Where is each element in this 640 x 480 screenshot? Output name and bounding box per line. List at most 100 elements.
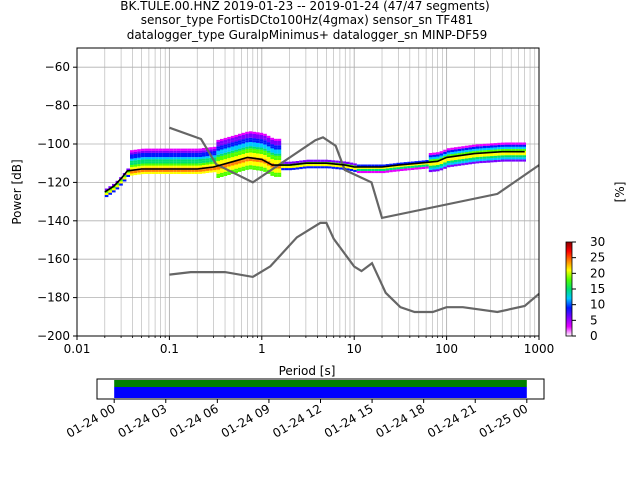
psd-cell bbox=[158, 150, 163, 153]
psd-cell bbox=[436, 152, 440, 155]
psd-cell bbox=[198, 161, 202, 164]
psd-cell bbox=[194, 161, 199, 164]
psd-cell bbox=[508, 148, 512, 151]
psd-cell bbox=[299, 160, 303, 163]
psd-cell bbox=[202, 156, 206, 159]
psd-cell bbox=[324, 164, 328, 167]
psd-cell bbox=[216, 169, 220, 172]
psd-cell bbox=[454, 153, 458, 156]
psd-cell bbox=[493, 143, 498, 146]
psd-cell bbox=[137, 153, 141, 156]
psd-cell bbox=[180, 152, 184, 155]
psd-cell bbox=[184, 169, 188, 172]
psd-cell bbox=[277, 140, 282, 144]
psd-cell bbox=[248, 163, 253, 166]
psd-cell bbox=[230, 146, 235, 149]
psd-cell bbox=[202, 152, 206, 155]
psd-cell bbox=[403, 168, 408, 171]
psd-cell bbox=[180, 148, 184, 151]
psd-cell bbox=[490, 158, 494, 161]
psd-cell bbox=[162, 152, 166, 155]
psd-cell bbox=[205, 168, 210, 171]
psd-cell bbox=[511, 159, 516, 162]
psd-cell bbox=[511, 157, 516, 160]
psd-cell bbox=[155, 159, 159, 162]
psd-cell bbox=[274, 170, 278, 173]
psd-cell bbox=[256, 149, 260, 152]
psd-cell bbox=[461, 146, 465, 149]
psd-cell bbox=[227, 147, 231, 150]
psd-cell bbox=[418, 160, 422, 163]
psd-cell bbox=[205, 162, 210, 165]
psd-cell bbox=[288, 165, 292, 169]
psd-cell bbox=[104, 190, 109, 193]
psd-cell bbox=[220, 153, 224, 156]
psd-cell bbox=[500, 155, 505, 158]
psd-cell bbox=[151, 148, 156, 151]
psd-cell bbox=[194, 152, 199, 155]
psd-cell bbox=[241, 132, 246, 135]
psd-cell bbox=[166, 152, 170, 155]
psd-cell bbox=[497, 149, 501, 152]
psd-cell bbox=[205, 160, 210, 163]
psd-cell bbox=[360, 168, 364, 171]
psd-cell bbox=[252, 167, 256, 170]
colorbar-tick-label: 20 bbox=[590, 266, 605, 280]
psd-cell bbox=[461, 150, 465, 153]
psd-cell bbox=[144, 157, 148, 160]
psd-cell bbox=[364, 164, 368, 167]
psd-cell bbox=[223, 152, 228, 155]
psd-cell bbox=[119, 179, 123, 182]
psd-cell bbox=[205, 151, 210, 154]
psd-cell bbox=[230, 140, 235, 143]
colorbar-tick-label: 30 bbox=[590, 235, 605, 249]
psd-cell bbox=[166, 169, 170, 172]
psd-cell bbox=[472, 161, 476, 164]
psd-cell bbox=[396, 169, 400, 172]
psd-cell bbox=[248, 131, 253, 134]
psd-cell bbox=[457, 159, 462, 162]
psd-cell bbox=[457, 148, 462, 151]
psd-cell bbox=[187, 152, 192, 155]
psd-cell bbox=[461, 158, 465, 162]
psd-cell bbox=[148, 165, 152, 168]
psd-cell bbox=[522, 155, 526, 158]
psd-cell bbox=[432, 169, 436, 172]
psd-cell bbox=[187, 159, 192, 162]
psd-cell bbox=[245, 148, 249, 151]
psd-cell bbox=[223, 165, 228, 168]
psd-cell bbox=[428, 165, 433, 168]
psd-cell bbox=[234, 153, 238, 157]
psd-cell bbox=[202, 150, 206, 153]
psd-cell bbox=[259, 168, 264, 171]
psd-cell bbox=[238, 169, 242, 172]
psd-cell bbox=[194, 171, 199, 174]
psd-cell bbox=[320, 164, 325, 167]
psd-cell bbox=[248, 141, 253, 145]
psd-cell bbox=[407, 163, 411, 167]
psd-cell bbox=[209, 147, 213, 150]
psd-cell bbox=[259, 145, 264, 148]
psd-cell bbox=[295, 165, 300, 168]
psd-cell bbox=[482, 143, 487, 146]
psd-cell bbox=[259, 160, 264, 163]
psd-cell bbox=[169, 150, 174, 153]
psd-cell bbox=[245, 152, 249, 156]
psd-cell bbox=[425, 160, 429, 163]
psd-cell bbox=[313, 164, 318, 167]
psd-cell bbox=[475, 144, 480, 147]
psd-cell bbox=[482, 148, 487, 151]
psd-cell bbox=[342, 161, 346, 164]
psd-cell bbox=[248, 154, 253, 157]
psd-cell bbox=[389, 163, 393, 166]
psd-cell bbox=[266, 144, 271, 147]
time-tick-label: 01-24 12 bbox=[270, 401, 324, 440]
psd-cell bbox=[248, 152, 253, 155]
psd-cell bbox=[270, 161, 274, 164]
psd-cell bbox=[238, 140, 242, 143]
psd-cell bbox=[443, 151, 447, 154]
psd-cell bbox=[266, 167, 271, 170]
psd-cell bbox=[220, 157, 224, 161]
psd-cell bbox=[155, 148, 159, 151]
